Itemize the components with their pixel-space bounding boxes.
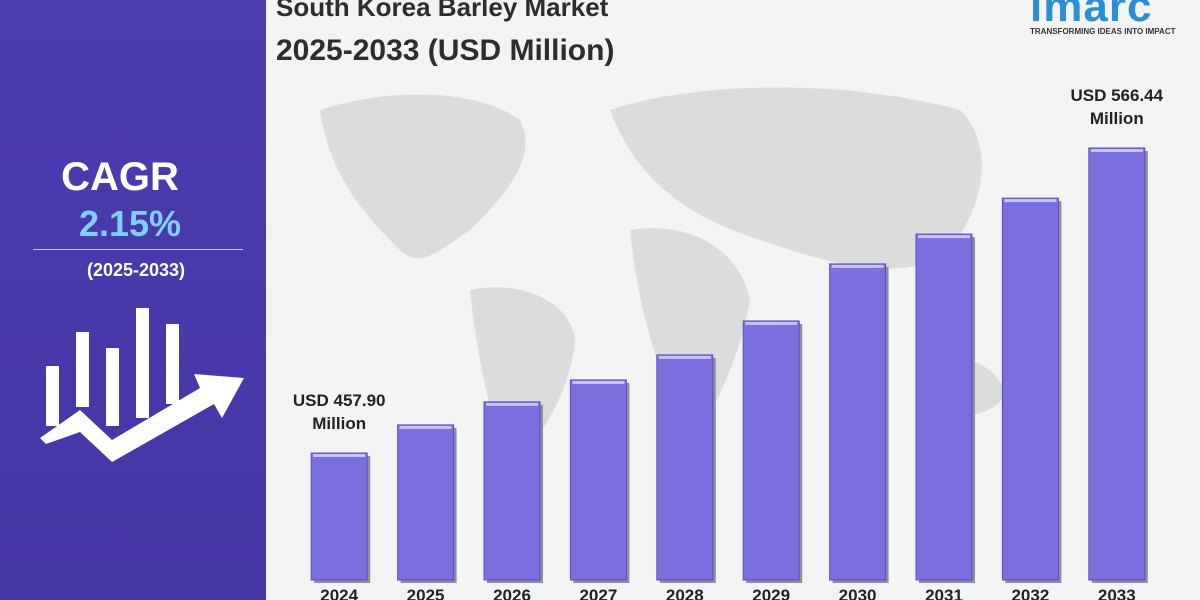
bar — [915, 233, 973, 581]
divider — [33, 249, 243, 250]
bar — [310, 452, 368, 581]
bar — [1001, 197, 1059, 581]
growth-icon — [40, 308, 244, 462]
bar-highlight — [918, 235, 970, 239]
world-map — [320, 87, 1005, 470]
logo-tagline: TRANSFORMING IDEAS INTO IMPACT — [1030, 27, 1176, 36]
cagr-period: (2025-2033) — [86, 260, 186, 280]
side-panel: CAGR 2.15% (2025-2033) — [0, 0, 266, 600]
x-tick-label: 2028 — [665, 586, 704, 600]
x-tick-label: 2025 — [406, 586, 445, 600]
bar — [1088, 147, 1146, 581]
bar — [656, 354, 714, 581]
chart-subtitle: 2025-2033 (USD Million) — [276, 34, 615, 67]
x-tick-label: 2031 — [925, 586, 963, 600]
bar-highlight — [399, 425, 452, 429]
bar-highlight — [658, 355, 711, 359]
bar-highlight — [572, 380, 625, 384]
bar-highlight — [745, 321, 798, 325]
bar-highlight — [313, 454, 366, 457]
bar — [483, 401, 541, 581]
x-tick-label: 2032 — [1011, 586, 1050, 600]
cagr-label: CAGR — [61, 155, 179, 199]
bar-highlight — [1004, 199, 1057, 203]
bar — [829, 263, 887, 581]
bar-highlight — [1090, 149, 1143, 152]
bar — [569, 379, 627, 581]
bar — [742, 320, 800, 581]
logo: imarc — [1030, 0, 1153, 31]
x-tick-label: 2024 — [320, 586, 359, 600]
bar-highlight — [486, 402, 538, 406]
value-label: USD 457.90 Million — [292, 391, 386, 433]
bar — [397, 424, 455, 581]
cagr-value: 2.15% — [78, 203, 182, 244]
x-tick-label: 2033 — [1097, 586, 1136, 600]
chart-title: South Korea Barley Market — [276, 0, 609, 22]
x-tick-label: 2029 — [752, 586, 791, 600]
value-label: USD 566.44 Million — [1070, 86, 1164, 128]
x-tick-label: 2026 — [493, 586, 531, 600]
bar-highlight — [831, 264, 884, 268]
x-tick-label: 2027 — [579, 586, 618, 600]
x-tick-label: 2030 — [838, 586, 877, 600]
